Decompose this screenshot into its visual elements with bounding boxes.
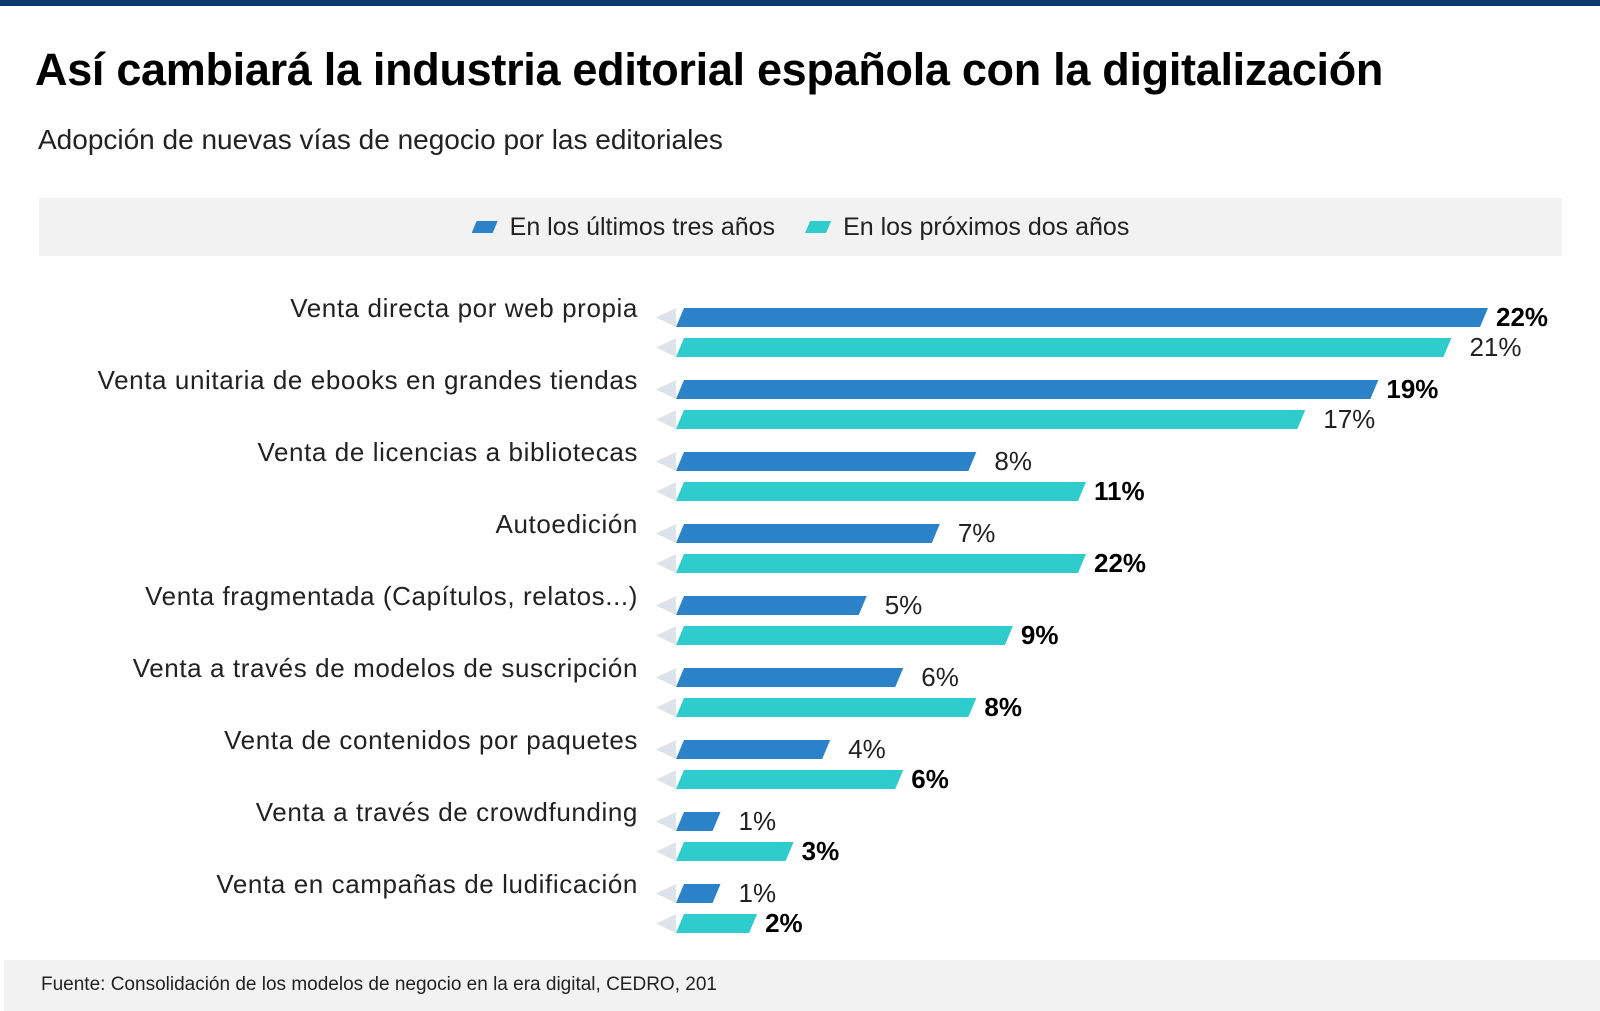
bar-series-1 xyxy=(676,740,831,759)
bar-series-1 xyxy=(676,380,1379,399)
bar-shadow xyxy=(656,410,676,429)
legend-label-series-2: En los próximos dos años xyxy=(843,212,1130,241)
category-label: Venta unitaria de ebooks en grandes tien… xyxy=(98,365,638,395)
bar-series-1 xyxy=(676,884,721,903)
category-label: Venta de licencias a bibliotecas xyxy=(257,437,638,467)
category-label: Venta en campañas de ludificación xyxy=(216,869,638,899)
data-label: 11% xyxy=(1094,476,1145,506)
bar-series-2 xyxy=(676,338,1452,357)
bar-shadow xyxy=(656,482,676,501)
bar-shadow xyxy=(656,884,676,903)
bar-series-2 xyxy=(676,914,758,933)
bar-series-1 xyxy=(676,668,904,687)
bar-shadow xyxy=(656,668,676,687)
bar-series-2 xyxy=(676,626,1013,645)
bar-shadow xyxy=(656,812,676,831)
bar-shadow xyxy=(656,740,676,759)
chart-subtitle: Adopción de nuevas vías de negocio por l… xyxy=(38,124,723,155)
data-label: 7% xyxy=(958,518,996,548)
legend-swatch-series-1 xyxy=(472,221,498,233)
category-label: Autoedición xyxy=(496,509,638,539)
legend-item-series-2: En los próximos dos años xyxy=(805,213,1129,242)
bar-shadow xyxy=(656,596,676,615)
bar-shadow xyxy=(656,338,676,357)
bar-shadow xyxy=(656,452,676,471)
bar-series-2 xyxy=(676,842,794,861)
legend-item-series-1: En los últimos tres años xyxy=(472,213,775,242)
bar-shadow xyxy=(656,770,676,789)
bar-shadow xyxy=(656,914,676,933)
data-label: 5% xyxy=(885,590,923,620)
data-label: 6% xyxy=(921,662,959,692)
category-label: Venta a través de crowdfunding xyxy=(256,797,638,827)
bar-series-2 xyxy=(676,482,1086,501)
bar-shadow xyxy=(656,842,676,861)
data-label: 22% xyxy=(1496,302,1548,332)
chart-title: Así cambiará la industria editorial espa… xyxy=(35,44,1384,95)
data-label: 1% xyxy=(739,806,777,836)
bar-shadow xyxy=(656,524,676,543)
bar-series-2 xyxy=(676,698,977,717)
legend: En los últimos tres años En los próximos… xyxy=(39,198,1562,256)
bar-shadow xyxy=(656,698,676,717)
source-note: Fuente: Consolidación de los modelos de … xyxy=(41,974,717,995)
data-label: 4% xyxy=(848,734,886,764)
bar-shadow xyxy=(656,308,676,327)
data-label: 2% xyxy=(765,908,803,938)
data-label: 22% xyxy=(1094,548,1146,578)
legend-swatch-series-2 xyxy=(805,221,831,233)
bar-series-2 xyxy=(676,554,1086,573)
bar-shadow xyxy=(656,380,676,399)
data-label: 19% xyxy=(1386,374,1438,404)
bar-series-1 xyxy=(676,452,977,471)
top-accent-bar xyxy=(0,0,1600,6)
bar-series-1 xyxy=(676,308,1488,327)
bar-series-1 xyxy=(676,812,721,831)
category-label: Venta a través de modelos de suscripción xyxy=(133,653,638,683)
bar-series-2 xyxy=(676,770,904,789)
data-label: 6% xyxy=(911,764,949,794)
bar-series-1 xyxy=(676,596,867,615)
source-footer: Fuente: Consolidación de los modelos de … xyxy=(4,960,1600,1011)
data-label: 17% xyxy=(1323,404,1375,434)
data-label: 9% xyxy=(1021,620,1059,650)
bar-series-1 xyxy=(676,524,940,543)
legend-label-series-1: En los últimos tres años xyxy=(509,212,776,241)
data-label: 8% xyxy=(984,692,1022,722)
data-label: 21% xyxy=(1469,332,1521,362)
data-label: 1% xyxy=(739,878,777,908)
data-label: 3% xyxy=(802,836,840,866)
data-label: 8% xyxy=(994,446,1032,476)
category-label: Venta directa por web propia xyxy=(290,293,638,323)
category-label: Venta de contenidos por paquetes xyxy=(224,725,638,755)
category-label: Venta fragmentada (Capítulos, relatos...… xyxy=(145,581,638,611)
bar-shadow xyxy=(656,626,676,645)
bar-series-2 xyxy=(676,410,1306,429)
bar-shadow xyxy=(656,554,676,573)
